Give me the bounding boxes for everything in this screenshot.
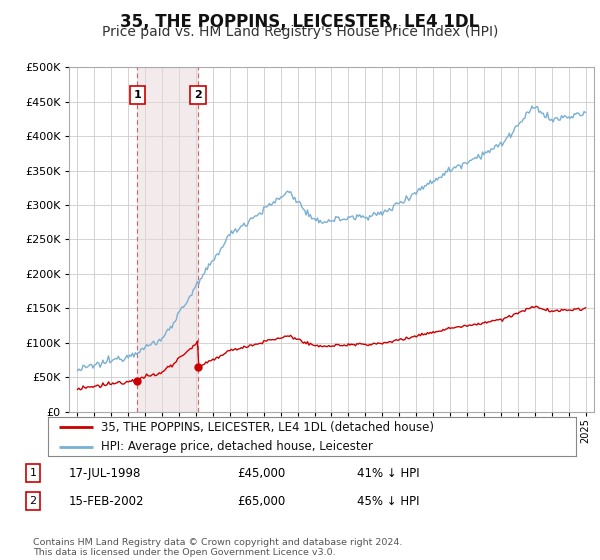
Text: 45% ↓ HPI: 45% ↓ HPI [357, 494, 419, 508]
Text: £65,000: £65,000 [237, 494, 285, 508]
Text: 1: 1 [134, 90, 141, 100]
Text: 2: 2 [194, 90, 202, 100]
Bar [137, 67, 198, 412]
Text: 17-JUL-1998: 17-JUL-1998 [69, 466, 142, 480]
Text: 1: 1 [29, 468, 37, 478]
Text: Price paid vs. HM Land Registry's House Price Index (HPI): Price paid vs. HM Land Registry's House … [102, 25, 498, 39]
Text: 2: 2 [29, 496, 37, 506]
Text: HPI: Average price, detached house, Leicester: HPI: Average price, detached house, Leic… [101, 440, 373, 453]
Text: Contains HM Land Registry data © Crown copyright and database right 2024.
This d: Contains HM Land Registry data © Crown c… [33, 538, 403, 557]
Text: 15-FEB-2002: 15-FEB-2002 [69, 494, 145, 508]
Text: 35, THE POPPINS, LEICESTER, LE4 1DL: 35, THE POPPINS, LEICESTER, LE4 1DL [121, 13, 479, 31]
Text: 35, THE POPPINS, LEICESTER, LE4 1DL (detached house): 35, THE POPPINS, LEICESTER, LE4 1DL (det… [101, 421, 434, 433]
Text: 41% ↓ HPI: 41% ↓ HPI [357, 466, 419, 480]
Text: £45,000: £45,000 [237, 466, 285, 480]
